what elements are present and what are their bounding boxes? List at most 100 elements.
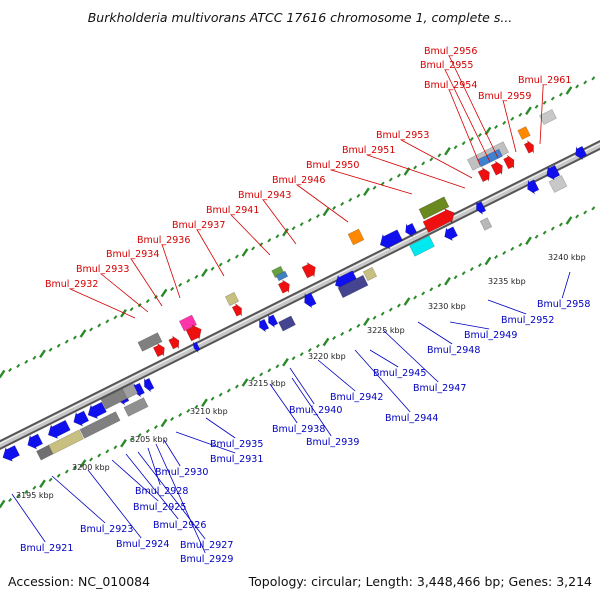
gene-feature[interactable] bbox=[178, 314, 198, 332]
ruler-tick bbox=[251, 376, 256, 381]
gene-label-bottom[interactable]: Bmul_2940 bbox=[289, 405, 342, 416]
gene-label-bottom[interactable]: Bmul_2949 bbox=[464, 330, 517, 341]
gene-label-bottom[interactable]: Bmul_2942 bbox=[330, 392, 383, 403]
gene-feature[interactable] bbox=[477, 166, 490, 183]
gene-feature[interactable] bbox=[517, 126, 531, 140]
gene-label-top[interactable]: Bmul_2936 bbox=[137, 235, 190, 246]
ruler-tick bbox=[79, 329, 87, 338]
gene-label-top[interactable]: Bmul_2953 bbox=[376, 130, 429, 141]
gene-feature[interactable] bbox=[405, 222, 418, 238]
gene-feature[interactable] bbox=[278, 315, 296, 332]
gene-label-bottom[interactable]: Bmul_2926 bbox=[153, 520, 206, 531]
gene-feature[interactable] bbox=[347, 228, 365, 246]
gene-feature[interactable] bbox=[79, 411, 121, 439]
gene-feature[interactable] bbox=[144, 377, 155, 393]
gene-feature[interactable] bbox=[527, 179, 540, 195]
gene-feature[interactable] bbox=[444, 226, 459, 242]
gene-feature[interactable] bbox=[137, 332, 163, 352]
gene-feature[interactable] bbox=[87, 401, 107, 420]
gene-label-bottom[interactable]: Bmul_2945 bbox=[373, 368, 426, 379]
ruler-tick bbox=[291, 226, 296, 231]
gene-label-bottom[interactable]: Bmul_2931 bbox=[210, 454, 263, 465]
gene-label-bottom[interactable]: Bmul_2948 bbox=[427, 345, 480, 356]
gene-label-bottom[interactable]: Bmul_2923 bbox=[80, 524, 133, 535]
gene-feature[interactable] bbox=[304, 292, 317, 309]
gene-feature[interactable] bbox=[362, 266, 378, 282]
gene-feature[interactable] bbox=[152, 342, 165, 358]
gene-feature[interactable] bbox=[48, 429, 84, 455]
gene-label-bottom[interactable]: Bmul_2958 bbox=[537, 299, 590, 310]
kbp-tick-label: 3235 kbp bbox=[488, 277, 526, 286]
gene-feature[interactable] bbox=[275, 270, 289, 282]
ruler-tick bbox=[129, 437, 134, 442]
gene-label-bottom[interactable]: Bmul_2947 bbox=[413, 383, 466, 394]
gene-feature[interactable] bbox=[422, 208, 455, 233]
gene-feature[interactable] bbox=[185, 324, 202, 342]
gene-feature[interactable] bbox=[503, 154, 515, 170]
gene-feature[interactable] bbox=[259, 318, 270, 333]
chromosome-backbone-highlight bbox=[0, 142, 600, 445]
gene-label-bottom[interactable]: Bmul_2921 bbox=[20, 543, 73, 554]
gene-label-top[interactable]: Bmul_2933 bbox=[76, 264, 129, 275]
gene-label-top[interactable]: Bmul_2941 bbox=[206, 205, 259, 216]
ruler-tick bbox=[178, 282, 183, 287]
gene-feature[interactable] bbox=[523, 140, 534, 154]
gene-label-top[interactable]: Bmul_2946 bbox=[272, 175, 325, 186]
gene-label-bottom[interactable]: Bmul_2928 bbox=[135, 486, 188, 497]
gene-label-top[interactable]: Bmul_2959 bbox=[478, 91, 531, 102]
gene-feature[interactable] bbox=[73, 410, 90, 427]
ruler-tick bbox=[39, 349, 46, 359]
ruler-tick bbox=[565, 86, 573, 95]
ruler-tick bbox=[469, 267, 474, 272]
gene-feature[interactable] bbox=[224, 291, 240, 307]
gene-feature[interactable] bbox=[47, 419, 71, 440]
gene-feature[interactable] bbox=[268, 314, 279, 328]
gene-label-top[interactable]: Bmul_2955 bbox=[420, 60, 473, 71]
gene-label-bottom[interactable]: Bmul_2925 bbox=[133, 502, 186, 513]
gene-feature[interactable] bbox=[301, 261, 316, 279]
ruler-tick bbox=[64, 469, 69, 474]
gene-feature[interactable] bbox=[548, 175, 568, 193]
gene-feature[interactable] bbox=[409, 235, 435, 257]
gene-label-bottom[interactable]: Bmul_2952 bbox=[501, 315, 554, 326]
gene-label-top[interactable]: Bmul_2934 bbox=[106, 249, 159, 260]
gene-feature[interactable] bbox=[539, 108, 557, 126]
gene-feature[interactable] bbox=[418, 196, 450, 220]
gene-label-bottom[interactable]: Bmul_2924 bbox=[116, 539, 169, 550]
gene-label-top[interactable]: Bmul_2950 bbox=[306, 160, 359, 171]
gene-feature[interactable] bbox=[337, 274, 369, 299]
ruler-tick bbox=[201, 268, 208, 278]
gene-label-bottom[interactable]: Bmul_2938 bbox=[272, 424, 325, 435]
gene-feature[interactable] bbox=[123, 397, 149, 417]
gene-label-top[interactable]: Bmul_2943 bbox=[238, 190, 291, 201]
gene-feature[interactable] bbox=[192, 341, 201, 353]
gene-feature[interactable] bbox=[121, 382, 139, 400]
gene-feature[interactable] bbox=[379, 229, 403, 250]
gene-feature[interactable] bbox=[2, 445, 21, 462]
gene-feature[interactable] bbox=[100, 387, 130, 410]
ruler-tick bbox=[113, 445, 118, 450]
kbp-tick-label: 3240 kbp bbox=[548, 253, 586, 262]
gene-label-top[interactable]: Bmul_2956 bbox=[424, 46, 477, 57]
gene-label-bottom[interactable]: Bmul_2929 bbox=[180, 554, 233, 565]
gene-label-top[interactable]: Bmul_2954 bbox=[424, 80, 477, 91]
gene-feature[interactable] bbox=[231, 303, 242, 317]
gene-feature[interactable] bbox=[27, 433, 44, 450]
gene-label-top[interactable]: Bmul_2932 bbox=[45, 279, 98, 290]
gene-feature[interactable] bbox=[479, 217, 493, 231]
gene-label-bottom[interactable]: Bmul_2930 bbox=[155, 467, 208, 478]
gene-feature[interactable] bbox=[575, 145, 588, 161]
gene-label-bottom[interactable]: Bmul_2944 bbox=[385, 413, 438, 424]
gene-feature[interactable] bbox=[546, 164, 561, 181]
gene-feature[interactable] bbox=[476, 201, 487, 215]
gene-feature[interactable] bbox=[168, 335, 180, 350]
gene-feature[interactable] bbox=[490, 160, 503, 176]
gene-label-top[interactable]: Bmul_2937 bbox=[172, 220, 225, 231]
gene-label-bottom[interactable]: Bmul_2927 bbox=[180, 540, 233, 551]
gene-label-top[interactable]: Bmul_2951 bbox=[342, 145, 395, 156]
gene-feature[interactable] bbox=[277, 279, 290, 294]
gene-label-bottom[interactable]: Bmul_2935 bbox=[210, 439, 263, 450]
gene-label-top[interactable]: Bmul_2961 bbox=[518, 75, 571, 86]
gene-label-bottom[interactable]: Bmul_2939 bbox=[306, 437, 359, 448]
